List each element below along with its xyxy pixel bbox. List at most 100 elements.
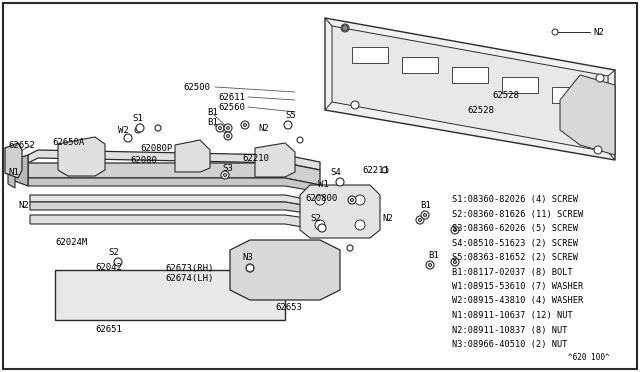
Polygon shape bbox=[30, 195, 320, 208]
Circle shape bbox=[421, 211, 429, 219]
Circle shape bbox=[351, 101, 359, 109]
Circle shape bbox=[241, 121, 249, 129]
Text: 62500: 62500 bbox=[183, 83, 210, 92]
Text: N2: N2 bbox=[258, 124, 269, 132]
Text: 62210: 62210 bbox=[242, 154, 269, 163]
Polygon shape bbox=[230, 240, 340, 300]
Polygon shape bbox=[55, 270, 285, 320]
Circle shape bbox=[227, 134, 230, 138]
Text: 62611: 62611 bbox=[218, 93, 245, 102]
Circle shape bbox=[297, 137, 303, 143]
Text: 62528: 62528 bbox=[492, 90, 519, 99]
Text: 62673(RH): 62673(RH) bbox=[165, 263, 213, 273]
Polygon shape bbox=[452, 67, 488, 83]
Text: N2: N2 bbox=[382, 214, 393, 222]
Polygon shape bbox=[30, 202, 320, 215]
Text: N1: N1 bbox=[8, 167, 19, 176]
Circle shape bbox=[594, 146, 602, 154]
Circle shape bbox=[428, 263, 431, 267]
Circle shape bbox=[347, 245, 353, 251]
Polygon shape bbox=[58, 137, 105, 176]
Polygon shape bbox=[246, 264, 253, 272]
Polygon shape bbox=[255, 143, 295, 177]
Circle shape bbox=[453, 260, 456, 264]
Circle shape bbox=[221, 171, 229, 179]
Circle shape bbox=[382, 167, 388, 173]
Polygon shape bbox=[502, 77, 538, 93]
Circle shape bbox=[348, 196, 356, 204]
Circle shape bbox=[227, 126, 230, 129]
Circle shape bbox=[135, 127, 141, 133]
Text: N2: N2 bbox=[593, 28, 604, 36]
Circle shape bbox=[223, 173, 227, 177]
Polygon shape bbox=[325, 18, 615, 160]
Circle shape bbox=[243, 124, 246, 126]
Circle shape bbox=[224, 124, 232, 132]
Polygon shape bbox=[560, 75, 615, 155]
Circle shape bbox=[451, 258, 459, 266]
Text: N2:08911-10837 (8) NUT: N2:08911-10837 (8) NUT bbox=[452, 326, 568, 334]
Text: S4:08510-51623 (2) SCREW: S4:08510-51623 (2) SCREW bbox=[452, 238, 578, 247]
Circle shape bbox=[218, 126, 221, 129]
Circle shape bbox=[350, 198, 353, 202]
Text: W1: W1 bbox=[318, 180, 329, 189]
Text: S3:08360-62026 (5) SCREW: S3:08360-62026 (5) SCREW bbox=[452, 224, 578, 233]
Circle shape bbox=[155, 125, 161, 131]
Text: 62080: 62080 bbox=[130, 155, 157, 164]
Circle shape bbox=[426, 261, 434, 269]
Polygon shape bbox=[5, 143, 22, 178]
Polygon shape bbox=[175, 140, 210, 172]
Polygon shape bbox=[8, 154, 15, 188]
Text: S2: S2 bbox=[310, 214, 321, 222]
Text: S1:08360-82026 (4) SCREW: S1:08360-82026 (4) SCREW bbox=[452, 195, 578, 204]
Circle shape bbox=[424, 214, 427, 217]
Circle shape bbox=[341, 24, 349, 32]
Circle shape bbox=[355, 220, 365, 230]
Text: 62560: 62560 bbox=[218, 103, 245, 112]
Circle shape bbox=[416, 216, 424, 224]
Text: B1: B1 bbox=[207, 118, 218, 126]
Text: S4: S4 bbox=[330, 167, 340, 176]
Circle shape bbox=[552, 29, 558, 35]
Polygon shape bbox=[12, 155, 28, 186]
Text: B1:08117-02037 (8) BOLT: B1:08117-02037 (8) BOLT bbox=[452, 267, 573, 276]
Text: 62042: 62042 bbox=[95, 263, 122, 273]
Polygon shape bbox=[28, 178, 320, 192]
Polygon shape bbox=[30, 215, 320, 230]
Text: S5:08363-81652 (2) SCREW: S5:08363-81652 (2) SCREW bbox=[452, 253, 578, 262]
Text: 62651: 62651 bbox=[95, 326, 122, 334]
Text: 620800: 620800 bbox=[305, 193, 337, 202]
Text: B1: B1 bbox=[420, 201, 431, 209]
Text: S2:08360-81626 (11) SCREW: S2:08360-81626 (11) SCREW bbox=[452, 209, 583, 218]
Text: S1: S1 bbox=[132, 113, 143, 122]
Text: S2: S2 bbox=[108, 247, 119, 257]
Text: N2: N2 bbox=[18, 201, 29, 209]
Text: N1:08911-10637 (12) NUT: N1:08911-10637 (12) NUT bbox=[452, 311, 573, 320]
Polygon shape bbox=[552, 87, 588, 103]
Text: S5: S5 bbox=[285, 110, 296, 119]
Polygon shape bbox=[402, 57, 438, 73]
Circle shape bbox=[114, 258, 122, 266]
Polygon shape bbox=[28, 150, 320, 170]
Circle shape bbox=[315, 195, 325, 205]
Text: B1: B1 bbox=[207, 108, 218, 116]
Polygon shape bbox=[352, 47, 388, 63]
Circle shape bbox=[453, 228, 456, 232]
Text: 62024M: 62024M bbox=[55, 237, 87, 247]
Circle shape bbox=[136, 124, 144, 132]
Text: W2:08915-43810 (4) WASHER: W2:08915-43810 (4) WASHER bbox=[452, 296, 583, 305]
Text: 62528: 62528 bbox=[467, 106, 494, 115]
Text: 62211: 62211 bbox=[362, 166, 389, 174]
Text: S3: S3 bbox=[222, 164, 233, 173]
Circle shape bbox=[124, 134, 132, 142]
Circle shape bbox=[342, 25, 348, 31]
Text: 62080P: 62080P bbox=[140, 144, 172, 153]
Circle shape bbox=[284, 121, 292, 129]
Text: W1:08915-53610 (7) WASHER: W1:08915-53610 (7) WASHER bbox=[452, 282, 583, 291]
Text: 62674(LH): 62674(LH) bbox=[165, 273, 213, 282]
Text: N3:08966-40510 (2) NUT: N3:08966-40510 (2) NUT bbox=[452, 340, 568, 349]
Text: B1: B1 bbox=[428, 250, 439, 260]
Circle shape bbox=[216, 124, 224, 132]
Circle shape bbox=[451, 226, 459, 234]
Circle shape bbox=[336, 178, 344, 186]
